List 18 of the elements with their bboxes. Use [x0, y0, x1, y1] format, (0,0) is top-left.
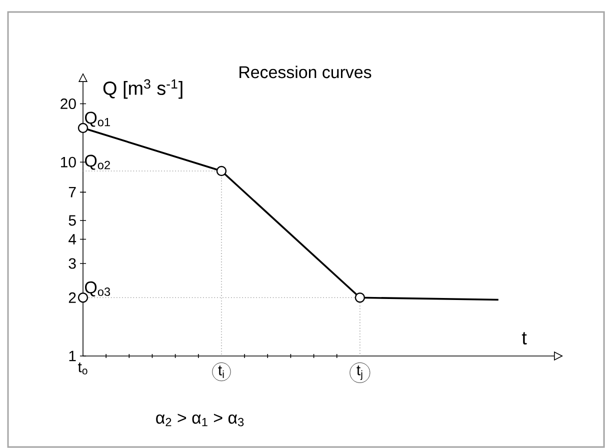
y-tick-label: 4: [68, 234, 76, 244]
annotation: Q$_{o3}$: [85, 281, 110, 296]
x-axis-title: t: [522, 332, 527, 344]
y-tick-label: 2: [68, 292, 76, 303]
y-tick-label: 20: [60, 98, 76, 110]
annotation: Q$_{o2}$: [85, 154, 110, 170]
y-tick-label: 3: [68, 258, 76, 269]
x-tick-label: t$_{o}$: [78, 362, 88, 374]
y-tick-label: 1: [69, 350, 76, 362]
annotation: Q$_{o1}$: [85, 112, 110, 127]
y-tick-label: 10: [61, 156, 76, 168]
x-tick-label: t$_{j}$: [356, 365, 362, 380]
y-tick-label: 5: [68, 215, 76, 226]
y-tick-label: 7: [68, 187, 76, 198]
y-axis-title: Q [m$^{3}$ s$^{-1}$]: [103, 79, 182, 99]
chart-title: Recession curves: [240, 66, 372, 78]
text: α$_{2}$ > α$_{1}$ > α$_{3}$: [156, 414, 244, 426]
x-tick-label: t$_{i}$: [218, 366, 224, 378]
